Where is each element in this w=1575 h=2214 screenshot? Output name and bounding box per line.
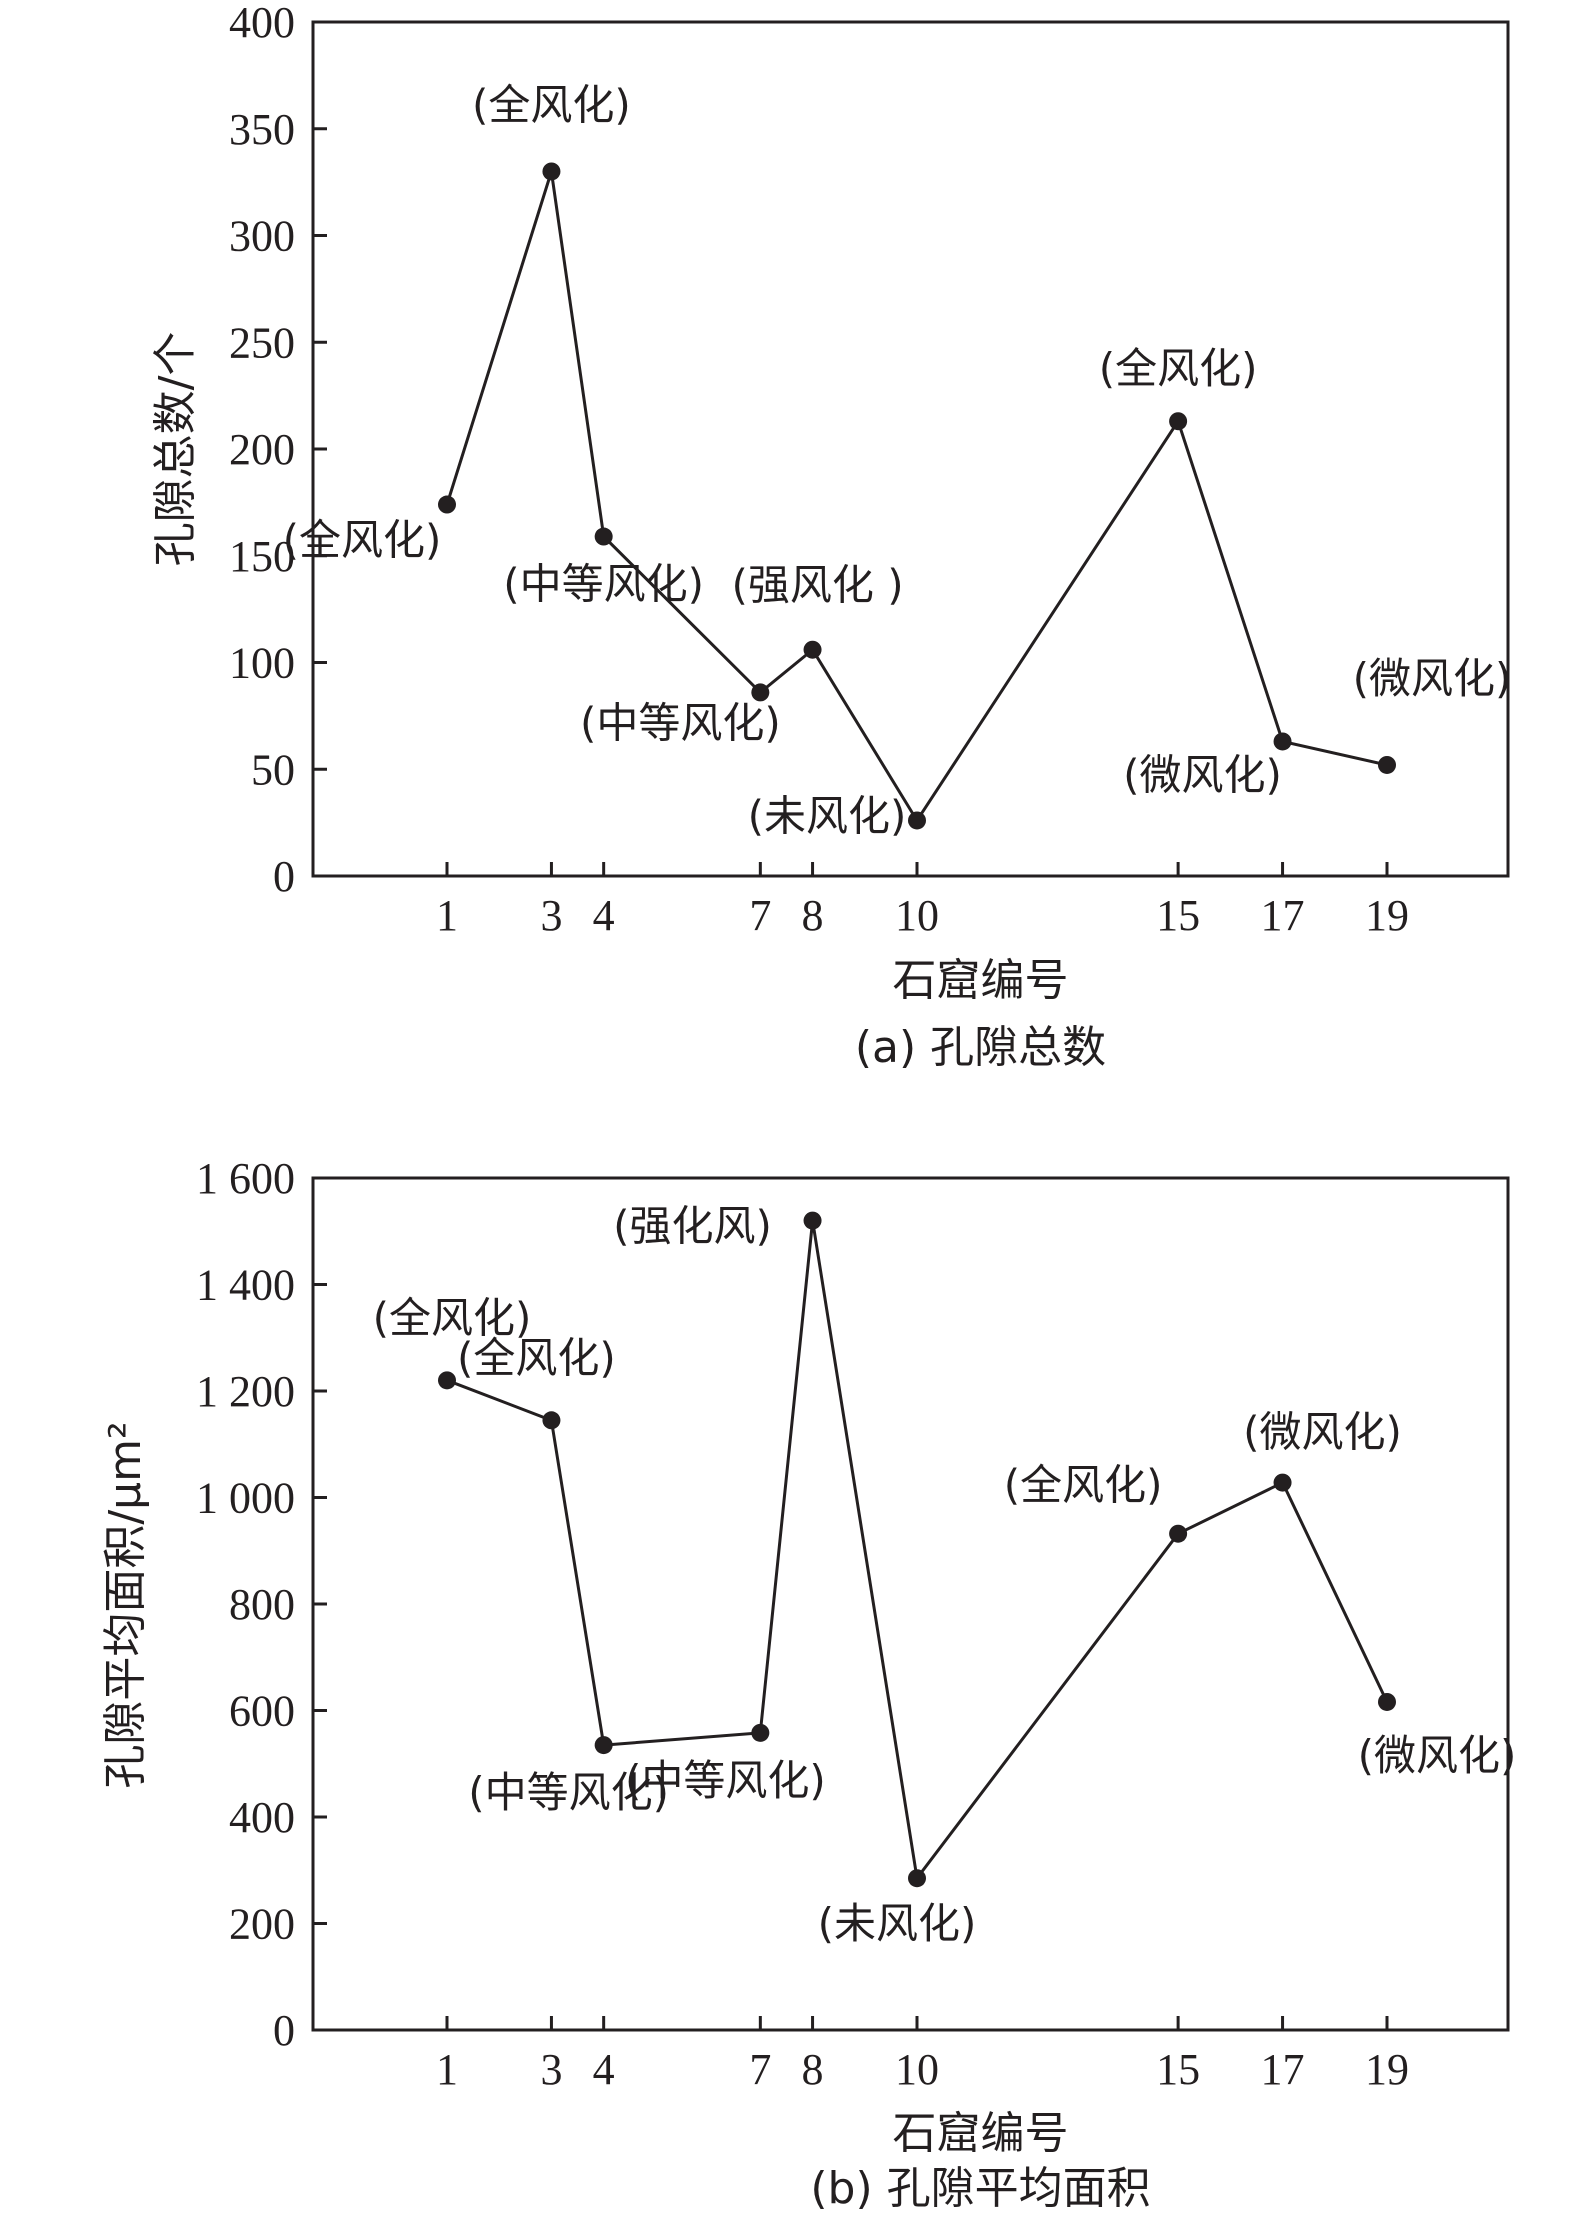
x-tick-label: 8 <box>802 891 824 940</box>
data-point <box>438 495 456 514</box>
data-point-label: (微风化) <box>1353 654 1512 703</box>
y-tick-label: 150 <box>229 532 295 581</box>
data-point <box>908 811 926 830</box>
y-tick-label: 400 <box>229 1793 295 1842</box>
data-point-label: (中等风化) <box>468 1768 669 1817</box>
x-tick-label: 15 <box>1156 2045 1200 2094</box>
x-tick-label: 10 <box>895 891 939 940</box>
x-tick-label: 19 <box>1365 891 1409 940</box>
y-tick-label: 1 400 <box>196 1261 295 1310</box>
data-point <box>751 1723 770 1742</box>
x-tick-label: 19 <box>1365 2045 1409 2094</box>
data-point-label: (强化风) <box>613 1202 772 1251</box>
data-point-label: (微风化) <box>1123 750 1282 799</box>
x-axis-title: 石窟编号 <box>893 2108 1069 2159</box>
data-point-label: (全风化) <box>457 1333 616 1382</box>
x-tick-label: 7 <box>749 891 771 940</box>
x-tick-label: 10 <box>895 2045 939 2094</box>
data-point-label: (微风化) <box>1358 1731 1517 1780</box>
y-axis-title: 孔隙总数/个 <box>150 332 201 567</box>
y-tick-label: 800 <box>229 1580 295 1629</box>
x-tick-label: 4 <box>593 2045 615 2094</box>
y-tick-label: 350 <box>229 105 295 154</box>
x-tick-label: 3 <box>540 2045 562 2094</box>
y-tick-label: 400 <box>229 0 295 47</box>
x-tick-label: 3 <box>540 891 562 940</box>
data-point-label: (全风化) <box>373 1293 532 1342</box>
chart-panel-1: 0 200 400 600 800 1 000 1 200 1 400 1 600 1 3 4 7 8 10… <box>100 1154 1516 2214</box>
x-tick-label: 4 <box>593 891 615 940</box>
x-tick-label: 15 <box>1156 891 1200 940</box>
panel-caption: (a) 孔隙总数 <box>855 1022 1106 1073</box>
y-tick-label: 50 <box>251 745 295 794</box>
plot-frame <box>311 20 1510 878</box>
y-tick-label: 200 <box>229 1900 295 1949</box>
data-point <box>438 1371 456 1390</box>
y-tick-label: 600 <box>229 1687 295 1736</box>
data-point-label: (全风化) <box>1099 344 1258 393</box>
y-tick-label: 250 <box>229 318 295 367</box>
data-point <box>1273 732 1292 751</box>
y-tick-label: 1 200 <box>196 1367 295 1416</box>
x-tick-label: 17 <box>1261 891 1305 940</box>
x-axis-title: 石窟编号 <box>893 955 1069 1006</box>
data-point <box>803 640 822 659</box>
data-point-label: (全风化) <box>472 80 631 129</box>
data-point <box>908 1869 926 1888</box>
data-point <box>1273 1473 1292 1492</box>
data-point-label: (中等风化) <box>580 698 781 747</box>
data-point <box>1169 1524 1188 1543</box>
data-point-label: (微风化) <box>1243 1408 1402 1457</box>
data-point-label: (未风化) <box>748 791 907 840</box>
y-tick-label: 100 <box>229 639 295 688</box>
data-point <box>594 527 613 546</box>
data-point-label: (强风化 ) <box>731 561 903 610</box>
data-point-label: (中等风化) <box>625 1756 826 1805</box>
data-point-label: (全风化) <box>1004 1461 1163 1510</box>
panel-caption: (b) 孔隙平均面积 <box>810 2163 1150 2214</box>
x-tick-label: 17 <box>1261 2045 1305 2094</box>
y-axis-title: 孔隙平均面积/μm² <box>100 1421 151 1788</box>
data-point <box>1169 412 1188 431</box>
data-point <box>542 162 561 181</box>
x-tick-label: 8 <box>802 2045 824 2094</box>
data-point <box>803 1211 822 1230</box>
chart-panel-0: 0 50 100 150 200 250 300 350 400 1 3 4 7 8 10 15 17 19 石窟编… <box>150 0 1511 1073</box>
y-tick-label: 1 000 <box>196 1474 295 1523</box>
data-point <box>594 1736 613 1755</box>
y-tick-label: 1 600 <box>196 1154 295 1203</box>
data-point-label: (未风化) <box>818 1899 977 1948</box>
data-point <box>751 683 770 702</box>
y-tick-label: 0 <box>273 852 295 901</box>
y-tick-label: 300 <box>229 212 295 261</box>
data-point <box>542 1411 561 1430</box>
x-tick-label: 7 <box>749 2045 771 2094</box>
data-point-label: (中等风化) <box>503 560 704 609</box>
data-point <box>1378 755 1396 774</box>
data-point <box>1378 1692 1396 1711</box>
data-point-label: (全风化) <box>283 516 442 565</box>
x-tick-label: 1 <box>436 891 458 940</box>
x-tick-label: 1 <box>436 2045 458 2094</box>
y-tick-label: 0 <box>273 2006 295 2055</box>
y-tick-label: 200 <box>229 425 295 474</box>
